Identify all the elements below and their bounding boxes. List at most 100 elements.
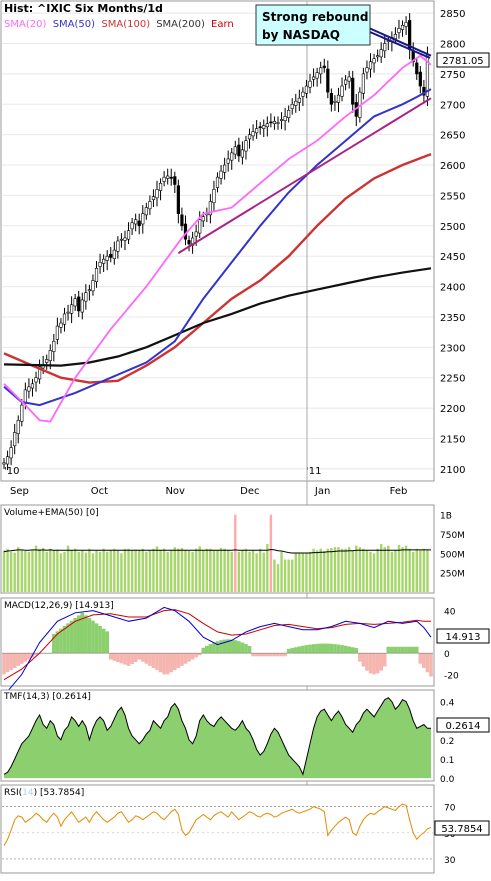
macd-histogram-bar	[52, 634, 56, 654]
tmf-panel: TMF(14,3) [0.2614] 0.40.30.20.10.0 0.261…	[0, 689, 490, 785]
volume-bar	[2, 550, 6, 592]
macd-histogram-bar	[62, 626, 67, 654]
macd-histogram-bar	[301, 645, 305, 654]
volume-bar	[52, 550, 56, 592]
candle-body	[315, 72, 319, 79]
price-y-tick: 2300	[440, 343, 465, 354]
last-price-label: 2781.05	[436, 52, 490, 68]
volume-bar	[312, 548, 315, 592]
macd-histogram-bar	[123, 653, 127, 665]
candle-body	[365, 67, 369, 73]
tmf-area	[3, 697, 431, 779]
macd-histogram-bar	[336, 644, 341, 654]
macd-histogram-bar	[119, 653, 124, 664]
macd-histogram-bar	[162, 653, 166, 675]
price-y-tick: 2800	[440, 40, 465, 51]
candle-body	[20, 404, 24, 422]
macd-histogram-bar	[333, 644, 337, 654]
candle-body	[48, 350, 52, 362]
price-chart-title: Hist: ^IXIC Six Months/1d	[4, 2, 163, 15]
candle-body	[141, 213, 145, 225]
macd-histogram-bar	[137, 653, 142, 660]
price-y-tick: 2200	[440, 404, 465, 415]
macd-histogram	[2, 612, 433, 677]
price-x-tick: Dec	[240, 486, 259, 497]
volume-bar	[280, 551, 283, 592]
price-x-tick: Nov	[165, 486, 185, 497]
macd-histogram-bar	[91, 620, 95, 654]
macd-histogram-bar	[272, 653, 277, 657]
volume-bar	[394, 550, 397, 592]
macd-histogram-bar	[219, 640, 223, 654]
candle-body	[226, 158, 230, 164]
macd-histogram-bar	[269, 653, 273, 657]
volume-bar	[266, 544, 269, 592]
macd-histogram-bar	[94, 623, 99, 654]
macd-histogram-bar	[2, 653, 6, 675]
candle-body	[379, 49, 383, 58]
candle-body	[62, 313, 67, 325]
annotation-line-1: Strong rebound	[262, 10, 368, 24]
macd-histogram-bar	[80, 612, 85, 654]
volume-bar	[145, 551, 148, 592]
volume-bar	[276, 564, 280, 592]
volume-bar	[333, 547, 337, 592]
volume-bar	[337, 547, 340, 592]
price-x-tick: Feb	[390, 486, 408, 497]
price-gridlines	[2, 12, 433, 470]
macd-last-label: 14.913	[436, 628, 490, 644]
candle-body	[66, 311, 70, 314]
macd-histogram-bar	[308, 644, 312, 654]
candle-body	[283, 116, 287, 121]
volume-bar	[138, 550, 141, 592]
macd-histogram-bar	[404, 646, 408, 654]
macd-histogram-bar	[126, 653, 131, 666]
volume-bar	[305, 553, 308, 592]
macd-histogram-bar	[66, 623, 70, 654]
rsi-last-value: 53.7854	[441, 824, 482, 835]
volume-bar	[56, 549, 59, 592]
candle-body	[251, 131, 255, 137]
volume-bar	[291, 559, 294, 592]
macd-histogram-bar	[173, 653, 177, 671]
macd-histogram-bar	[379, 653, 383, 671]
macd-y-tick: 0	[444, 650, 450, 660]
volume-ema-line	[3, 548, 431, 554]
macd-title: MACD(12,26,9) [14.913]	[4, 601, 114, 611]
volume-bar	[88, 548, 91, 592]
macd-line	[3, 606, 432, 696]
macd-histogram-bar	[226, 639, 230, 654]
volume-bar	[230, 551, 233, 592]
macd-histogram-bar	[244, 644, 248, 654]
volume-bar	[219, 547, 223, 592]
candle-body	[126, 230, 131, 240]
candle-body	[201, 216, 205, 222]
volume-bar	[248, 551, 251, 592]
volume-bar	[340, 548, 344, 592]
price-legend: SMA(20) SMA(50) SMA(100) SMA(200) Earn	[4, 19, 234, 30]
price-candles	[2, 13, 430, 471]
volume-y-axis: 1B 750M 500M 250M	[440, 512, 465, 580]
macd-histogram-bar	[201, 647, 206, 654]
volume-bar	[259, 548, 262, 592]
rsi-y-tick: 70	[444, 804, 456, 814]
tmf-fill	[4, 697, 431, 779]
volume-bar	[347, 547, 351, 592]
tmf-last-value: 0.2614	[446, 721, 481, 732]
macd-histogram-bar	[176, 653, 181, 668]
volume-bar	[41, 547, 45, 592]
volume-bar	[152, 548, 155, 592]
macd-histogram-bar	[251, 653, 255, 657]
candle-body	[77, 296, 81, 312]
macd-histogram-bar	[382, 653, 387, 667]
candle-body	[151, 196, 156, 200]
candle-body	[87, 289, 91, 292]
volume-bar	[198, 546, 201, 592]
macd-histogram-bar	[322, 643, 327, 654]
candle-body	[155, 189, 159, 199]
candle-body	[279, 119, 284, 121]
volume-bar	[426, 550, 429, 592]
volume-bar	[379, 544, 383, 592]
price-x-tick: Sep	[10, 486, 29, 497]
macd-histogram-bar	[69, 620, 74, 654]
